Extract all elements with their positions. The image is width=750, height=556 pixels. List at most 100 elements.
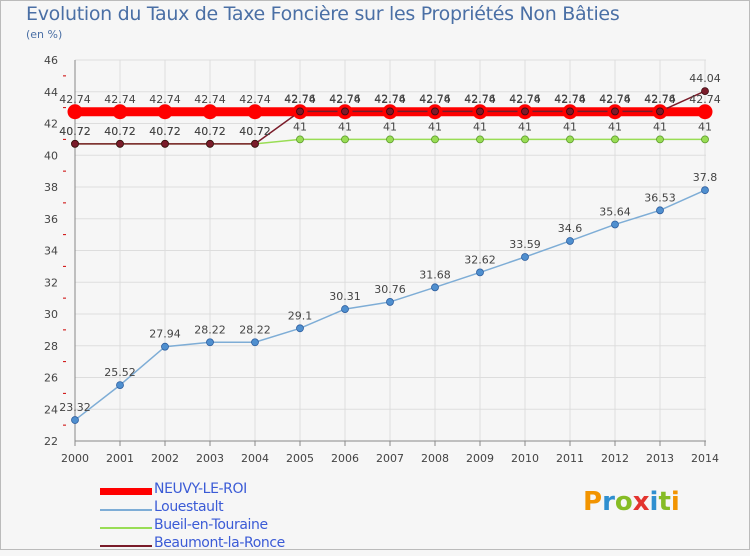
y-tick-label: 32: [44, 276, 58, 289]
y-tick-label: 36: [44, 213, 58, 226]
data-point: [386, 107, 394, 116]
data-point: [251, 139, 259, 148]
data-label: 42.74: [239, 93, 271, 106]
data-label: 40.72: [239, 125, 271, 138]
data-point: [566, 237, 574, 245]
data-point: [611, 135, 619, 144]
data-label: 44.04: [689, 72, 721, 85]
data-label: 40.72: [149, 125, 181, 138]
data-point: [566, 107, 574, 116]
data-point: [116, 381, 124, 390]
data-point: [67, 104, 83, 120]
data-point: [697, 104, 713, 120]
data-label: 36.53: [644, 191, 676, 204]
data-label: 42.76: [464, 92, 496, 105]
chart-title: Evolution du Taux de Taxe Foncière sur l…: [26, 3, 620, 25]
legend-swatch-bueil: [100, 527, 152, 529]
data-point: [476, 135, 484, 144]
data-label: 32.62: [464, 253, 496, 266]
data-label: 42.74: [464, 93, 496, 106]
data-label: 42.76: [419, 92, 451, 105]
y-tick-label: 28: [44, 340, 58, 353]
data-label: 42.74: [284, 93, 316, 106]
data-label: 42.74: [149, 93, 181, 106]
x-tick-label: 2011: [556, 452, 584, 465]
data-point: [161, 342, 169, 351]
data-point: [206, 139, 214, 148]
data-point: [202, 104, 218, 120]
data-point: [386, 135, 394, 144]
data-label: 41: [428, 120, 442, 133]
data-label: 41: [383, 120, 397, 133]
data-point: [206, 338, 214, 347]
logo-letter: i: [670, 487, 680, 517]
data-label: 31.68: [419, 268, 451, 281]
data-label: 40.72: [59, 125, 91, 138]
data-label: 42.74: [509, 93, 541, 106]
y-tick-label: 40: [44, 149, 58, 162]
x-tick-label: 2012: [601, 452, 629, 465]
data-point: [112, 104, 128, 120]
data-label: 42.74: [554, 93, 586, 106]
data-label: 27.94: [149, 328, 181, 341]
x-tick-label: 2008: [421, 452, 449, 465]
data-label: 28.22: [194, 323, 226, 336]
data-label: 41: [563, 120, 577, 133]
data-label: 40.72: [194, 125, 226, 138]
data-point: [296, 135, 304, 144]
data-label: 30.31: [329, 290, 361, 303]
data-label: 42.76: [554, 92, 586, 105]
data-label: 30.76: [374, 283, 406, 296]
data-point: [611, 107, 619, 116]
data-label: 40.72: [104, 125, 136, 138]
data-label: 29.1: [288, 309, 313, 322]
data-label: 23.32: [59, 401, 91, 414]
logo-letter: x: [632, 487, 650, 517]
data-point: [521, 253, 529, 261]
data-label: 41: [608, 120, 622, 133]
y-tick-label: 22: [44, 435, 58, 448]
logo-letter: i: [649, 487, 659, 517]
data-point: [431, 135, 439, 144]
data-point: [341, 107, 349, 116]
data-label: 42.74: [104, 93, 136, 106]
data-label: 37.8: [693, 171, 718, 184]
data-point: [116, 139, 124, 148]
data-label: 33.59: [509, 238, 541, 251]
logo-letter: o: [614, 487, 633, 517]
y-tick-label: 26: [44, 372, 58, 385]
data-point: [611, 220, 619, 229]
data-label: 42.76: [599, 92, 631, 105]
data-point: [656, 206, 664, 215]
data-point: [341, 135, 349, 144]
data-point: [476, 268, 484, 277]
data-label: 42.76: [509, 92, 541, 105]
data-label: 28.22: [239, 323, 271, 336]
y-tick-label: 38: [44, 181, 58, 194]
x-tick-label: 2001: [106, 452, 134, 465]
logo-letter: t: [658, 487, 671, 517]
x-tick-label: 2013: [646, 452, 674, 465]
data-point: [157, 104, 173, 120]
y-tick-label: 24: [44, 403, 58, 416]
legend-label-neuvy: NEUVY-LE-ROI: [154, 481, 247, 497]
data-point: [701, 186, 709, 195]
x-tick-label: 2005: [286, 452, 314, 465]
data-point: [71, 416, 79, 424]
data-label: 40.72: [149, 125, 181, 138]
data-label: 42.76: [374, 92, 406, 105]
data-label: 41: [338, 120, 352, 133]
x-tick-label: 2003: [196, 452, 224, 465]
data-point: [656, 107, 664, 116]
data-label: 41: [698, 120, 712, 133]
data-point: [431, 283, 439, 292]
x-tick-label: 2009: [466, 452, 494, 465]
y-tick-label: 46: [44, 54, 58, 67]
data-point: [476, 107, 484, 116]
data-label: 42.74: [194, 93, 226, 106]
data-label: 42.74: [419, 93, 451, 106]
y-tick-label: 42: [44, 118, 58, 131]
data-label: 40.72: [104, 125, 136, 138]
data-label: 42.74: [374, 93, 406, 106]
data-point: [701, 87, 709, 96]
